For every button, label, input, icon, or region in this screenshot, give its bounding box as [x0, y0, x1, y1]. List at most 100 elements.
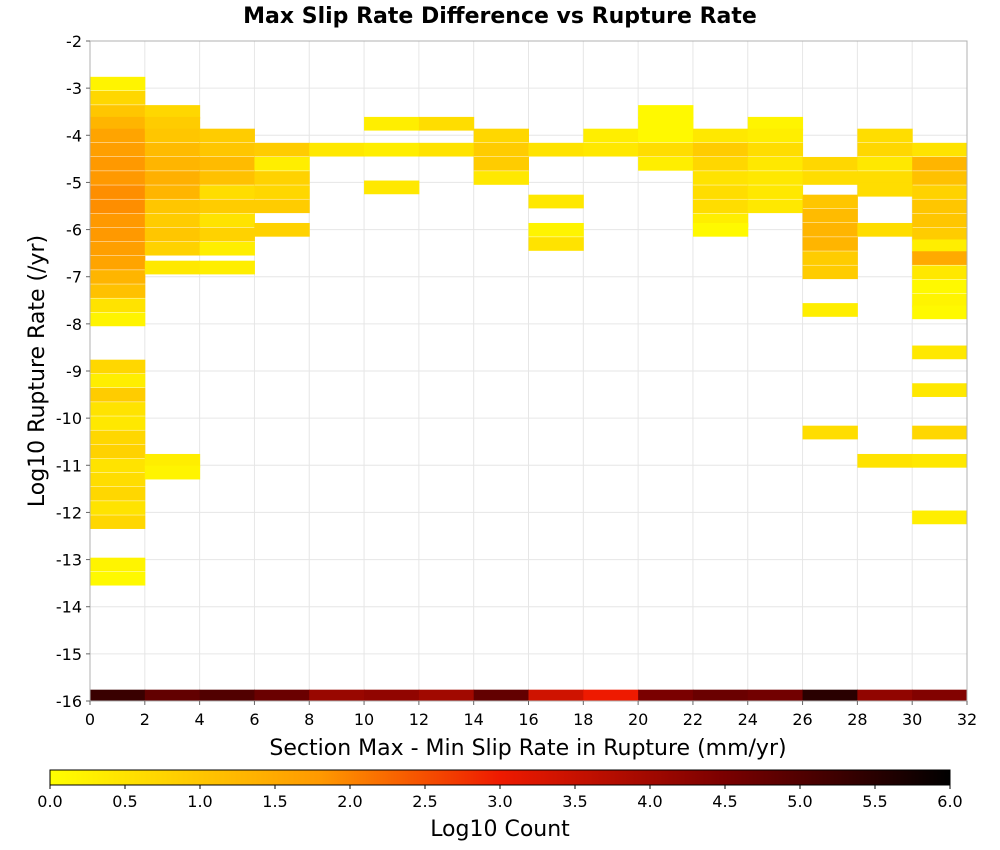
heatmap-cell	[912, 265, 968, 280]
x-axis-ticks: 0 2 4 6 8 10 12 14 16 18 20 22 24 26 28 30 32	[85, 701, 977, 729]
heatmap-cell-bottom	[692, 689, 749, 701]
x-tick-label: 32	[957, 710, 977, 729]
heatmap-cell	[473, 128, 529, 143]
colorbar-ticks: 0.0 0.5 1.0 1.5 2.0 2.5 3.0 3.5 4.0 4.5 5.0 5.5 6.0	[37, 785, 963, 811]
heatmap-cell	[90, 501, 146, 515]
x-tick-label: 16	[518, 710, 538, 729]
y-tick-label: -16	[56, 692, 82, 711]
y-tick-label: -15	[56, 645, 82, 664]
heatmap-cell	[90, 472, 146, 487]
y-tick-label: -5	[66, 173, 82, 192]
heatmap-cell	[912, 305, 968, 320]
heatmap-cell	[254, 171, 310, 185]
heatmap-cell	[90, 458, 146, 473]
colorbar-tick-label: 2.5	[412, 792, 437, 811]
heatmap-cell-bottom	[199, 689, 255, 701]
heatmap-cell	[144, 105, 201, 119]
y-tick-label: -4	[66, 126, 82, 145]
colorbar-label: Log10 Count	[430, 817, 570, 842]
x-tick-label: 0	[85, 710, 95, 729]
heatmap-cell	[857, 142, 913, 157]
heatmap-cell	[473, 142, 529, 157]
colorbar-tick-label: 6.0	[937, 792, 962, 811]
heatmap-cell	[912, 142, 968, 157]
heatmap-cell	[638, 142, 694, 157]
x-tick-label: 8	[304, 710, 314, 729]
heatmap-cell	[199, 128, 255, 143]
heatmap-cell	[912, 171, 968, 185]
heatmap-cell	[528, 222, 584, 237]
heatmap-cell	[912, 510, 968, 525]
heatmap-cell	[583, 142, 639, 157]
heatmap-cell-bottom	[254, 689, 310, 701]
heatmap-cell	[802, 265, 858, 280]
heatmap-cell-bottom	[638, 689, 694, 701]
heatmap-cell	[144, 453, 201, 468]
colorbar-tick-label: 3.5	[562, 792, 587, 811]
colorbar-tick-label: 4.0	[637, 792, 662, 811]
heatmap-cell	[199, 213, 255, 228]
heatmap-cell	[254, 199, 310, 214]
heatmap-cell	[90, 156, 146, 171]
heatmap-cell	[90, 255, 146, 270]
heatmap-cell-bottom	[418, 689, 475, 701]
heatmap-cell-bottom	[528, 689, 584, 701]
heatmap-cell	[199, 241, 255, 256]
x-tick-label: 24	[738, 710, 758, 729]
y-tick-label: -10	[56, 409, 82, 428]
heatmap-cell	[144, 142, 201, 157]
heatmap-cell	[857, 128, 913, 143]
heatmap-cell	[747, 128, 804, 143]
heatmap-cell	[912, 239, 968, 254]
heatmap-cell	[912, 213, 968, 228]
heatmap-cell	[528, 142, 584, 157]
heatmap-cell-bottom	[583, 689, 639, 701]
x-tick-label: 28	[847, 710, 867, 729]
heatmap-cell	[90, 402, 146, 416]
heatmap-cell	[912, 185, 968, 199]
x-axis-label: Section Max - Min Slip Rate in Rupture (…	[269, 736, 786, 761]
x-tick-label: 18	[573, 710, 593, 729]
heatmap-cell	[199, 156, 255, 171]
y-tick-label: -12	[56, 503, 82, 522]
heatmap-cell	[90, 284, 146, 298]
heatmap-cell	[199, 260, 255, 275]
heatmap-cell	[857, 222, 913, 237]
heatmap-cell	[90, 312, 146, 327]
heatmap-cell	[90, 444, 146, 459]
heatmap-cell	[912, 199, 968, 214]
y-tick-label: -3	[66, 79, 82, 98]
heatmap-cell	[747, 142, 804, 157]
heatmap-cell	[90, 142, 146, 157]
heatmap-cell	[583, 128, 639, 143]
heatmap-cell	[90, 76, 146, 91]
y-tick-label: -11	[56, 456, 82, 475]
heatmap-cell	[309, 142, 365, 157]
heatmap-cell	[90, 90, 146, 105]
heatmap-cell	[199, 171, 255, 185]
heatmap-cell	[692, 199, 749, 214]
y-axis-ticks: -2 -3 -4 -5 -6 -7 -8 -9 -10 -11 -12 -13 -14 -15 -16	[56, 32, 90, 711]
heatmap-cell	[254, 142, 310, 157]
heatmap-cell	[144, 465, 201, 480]
heatmap-cell	[144, 241, 201, 256]
heatmap-cell	[912, 251, 968, 265]
heatmap-cell	[638, 105, 694, 119]
colorbar-tick-label: 1.5	[262, 792, 287, 811]
heatmap-cell	[90, 515, 146, 529]
heatmap-cell	[90, 359, 146, 374]
heatmap-cell-bottom	[309, 689, 365, 701]
x-tick-label: 6	[249, 710, 259, 729]
heatmap-cell	[912, 383, 968, 397]
y-tick-label: -8	[66, 315, 82, 334]
heatmap-cell	[199, 142, 255, 157]
heatmap-cell	[912, 227, 968, 242]
heatmap-cell-bottom	[90, 689, 146, 701]
heatmap-cell	[802, 303, 858, 317]
heatmap-cells	[90, 76, 968, 701]
heatmap-cell	[802, 425, 858, 440]
heatmap-cell	[747, 116, 804, 131]
heatmap-cell	[90, 227, 146, 242]
heatmap-cell	[90, 213, 146, 228]
heatmap-cell	[90, 387, 146, 402]
